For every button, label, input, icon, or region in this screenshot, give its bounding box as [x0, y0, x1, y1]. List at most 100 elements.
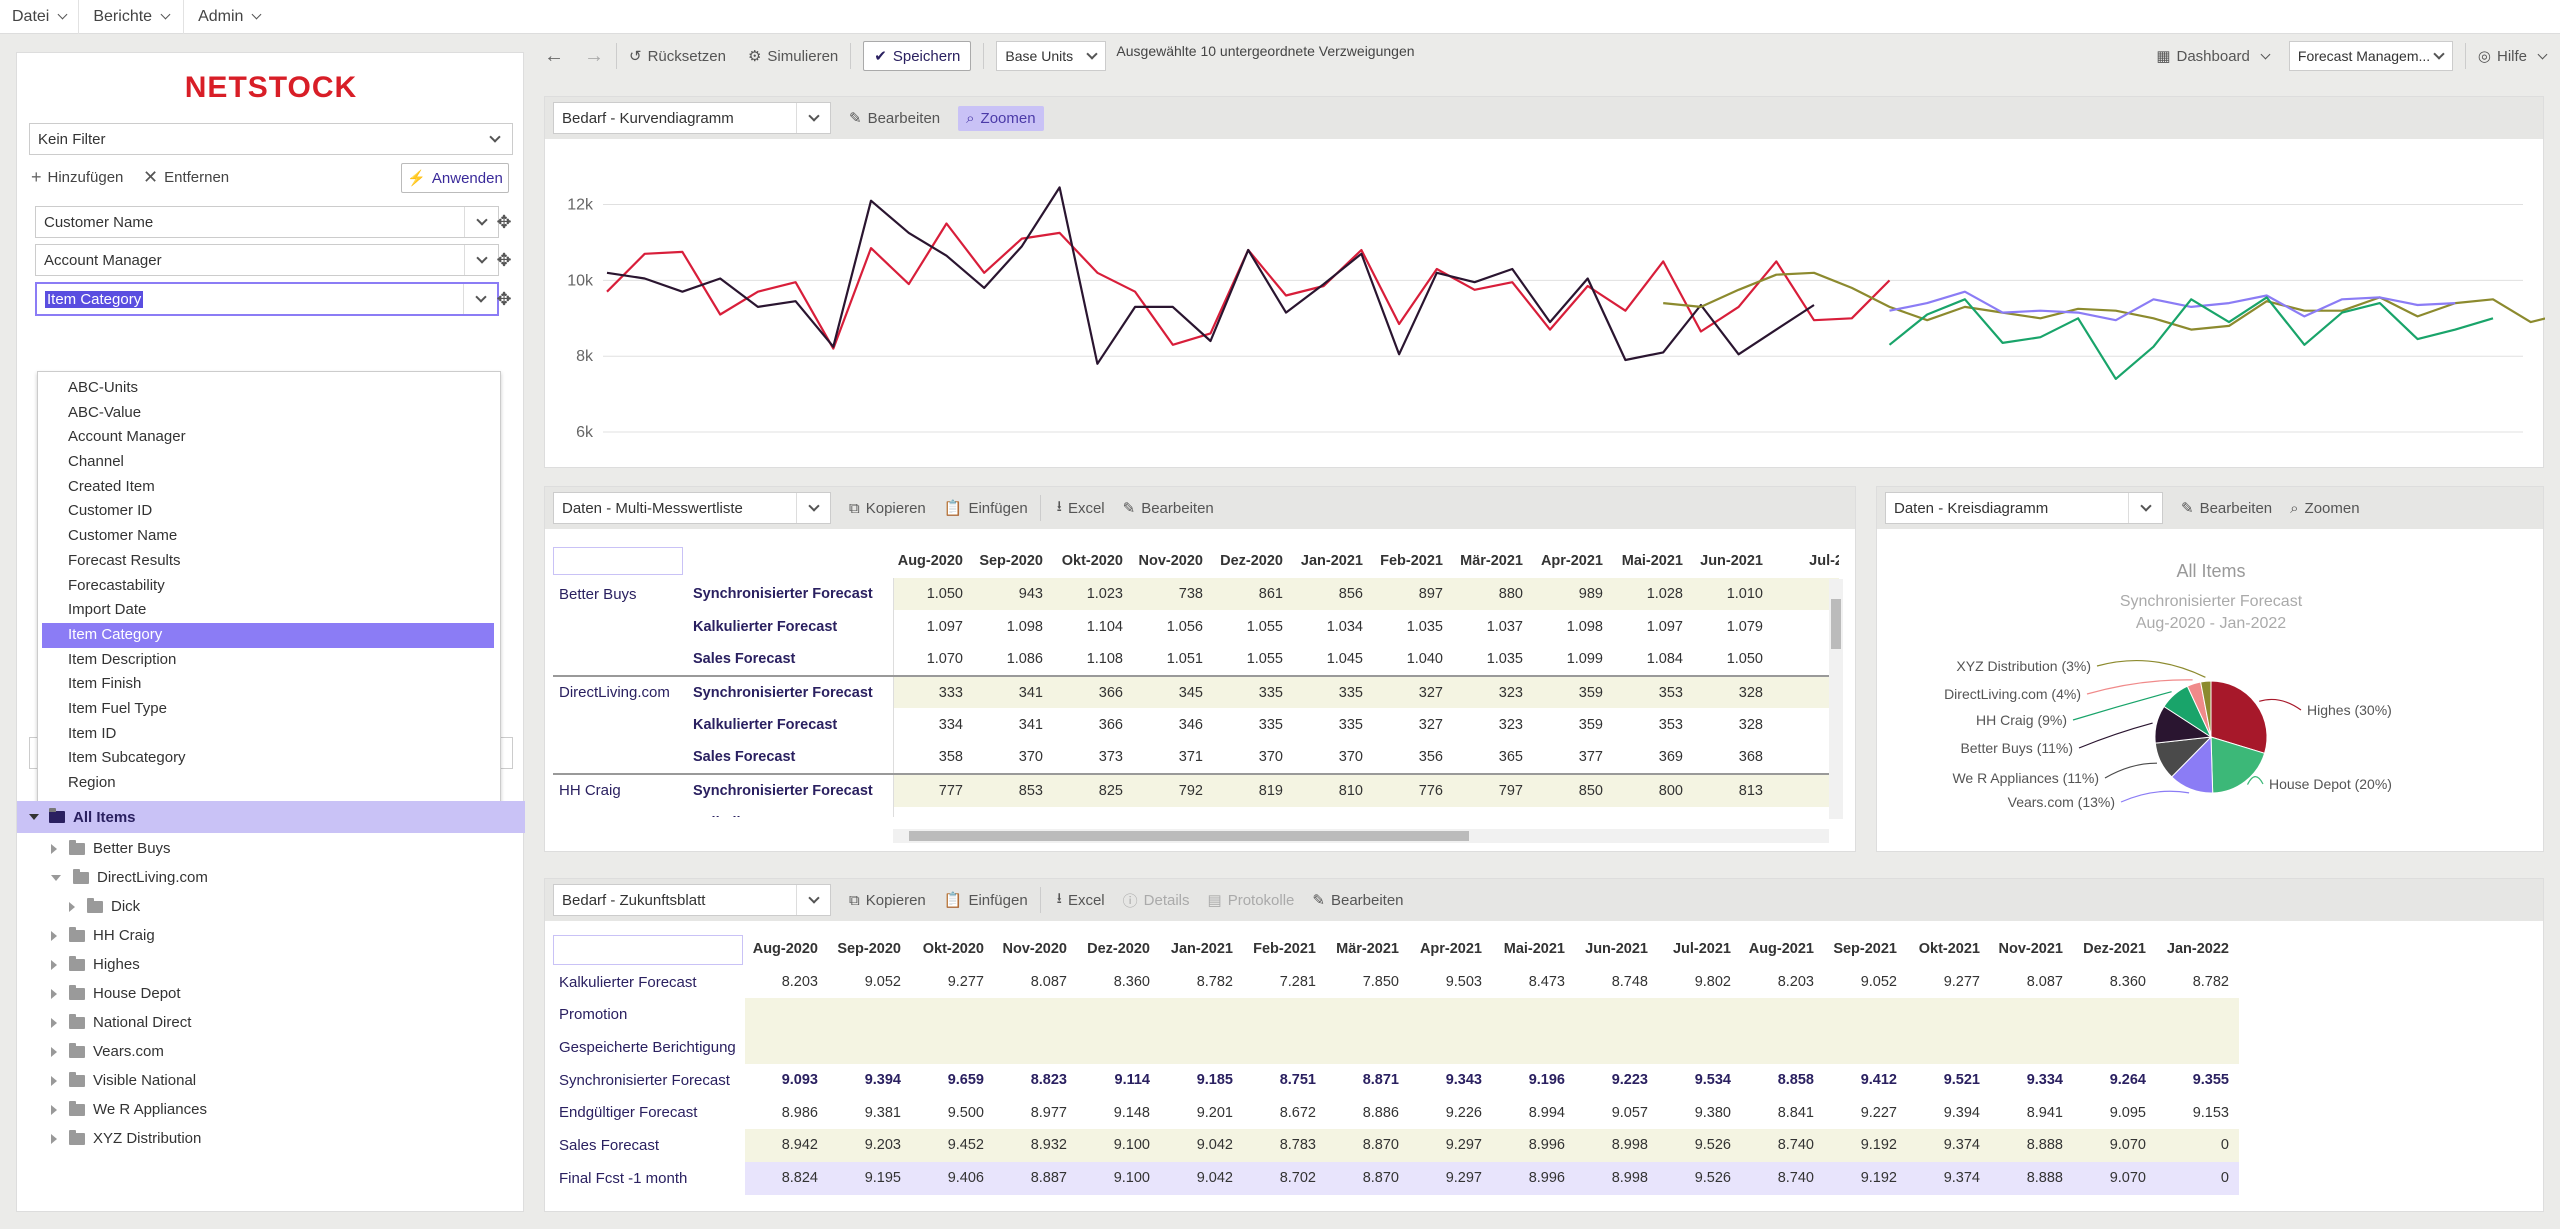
table-cell[interactable]: 8.977	[1030, 1104, 1067, 1121]
column-header[interactable]: Jun-2021	[1700, 553, 1763, 570]
table-cell[interactable]: 335	[1293, 675, 1373, 709]
column-header[interactable]: Apr-2021	[1419, 941, 1482, 958]
menu-admin[interactable]: Admin	[184, 0, 274, 34]
scrollbar-thumb[interactable]	[909, 831, 1469, 841]
table-cell[interactable]: 8.824	[745, 1161, 828, 1195]
table-cell[interactable]: 8.087	[1030, 974, 1067, 991]
menu-berichte[interactable]: Berichte	[79, 0, 185, 34]
pie-slice[interactable]	[2210, 680, 2268, 754]
pie-slice[interactable]	[2210, 736, 2266, 794]
option-item[interactable]: Region	[68, 774, 116, 791]
caret-right-icon[interactable]	[51, 1075, 57, 1086]
table-cell[interactable]: 7.850	[1362, 974, 1399, 991]
table-cell[interactable]: 9.802	[1694, 974, 1731, 991]
table-cell[interactable]: 9.148	[1113, 1104, 1150, 1121]
table-cell[interactable]: 8.871	[1362, 1072, 1399, 1089]
table-cell[interactable]: 328	[1693, 675, 1773, 709]
back-arrow-icon[interactable]: ←	[544, 44, 564, 67]
table-cell[interactable]: 9.277	[947, 974, 984, 991]
move-icon[interactable]: ✥	[496, 212, 512, 232]
table-cell[interactable]: 8.473	[1528, 974, 1565, 991]
pie-slice[interactable]	[2200, 680, 2212, 738]
table-cell[interactable]: 850	[1533, 773, 1613, 807]
table-cell[interactable]: 825	[1053, 773, 1133, 807]
tree-root[interactable]: All Items	[17, 801, 525, 833]
option-item[interactable]: Customer ID	[68, 502, 153, 520]
table-cell[interactable]: 9.334	[2026, 1072, 2063, 1089]
table-cell[interactable]	[1160, 998, 1243, 1032]
table-cell[interactable]: 8.748	[1611, 974, 1648, 991]
copy-button[interactable]: ⧉ Kopieren	[849, 500, 926, 517]
table-cell[interactable]: 9.374	[1907, 1161, 1990, 1195]
table-cell[interactable]	[2073, 1031, 2156, 1064]
group-label[interactable]: Better Buys	[559, 585, 637, 603]
table-cell[interactable]: 8.672	[1279, 1104, 1316, 1121]
tree-node[interactable]: XYZ Distribution	[51, 1124, 201, 1153]
tree-node[interactable]: Vears.com	[51, 1037, 164, 1066]
table-cell[interactable]: 8.203	[1777, 974, 1814, 991]
table-cell[interactable]: 8.740	[1741, 1161, 1824, 1195]
table-cell[interactable]	[1907, 1031, 1990, 1064]
field-select-customer-name[interactable]: Customer Name	[35, 206, 499, 238]
protocols-button[interactable]: ▤ Protokolle	[1208, 891, 1295, 910]
tree-node[interactable]: Highes	[51, 950, 140, 979]
option-item[interactable]: Forecastability	[68, 576, 165, 594]
table-cell[interactable]: 323	[1453, 675, 1533, 709]
table-cell[interactable]: 9.192	[1824, 1161, 1907, 1195]
caret-right-icon[interactable]	[51, 843, 57, 854]
caret-down-icon[interactable]	[29, 814, 39, 820]
table-cell[interactable]: 9.057	[1611, 1104, 1648, 1121]
table-cell[interactable]: 880	[1453, 577, 1533, 611]
table-cell[interactable]	[1243, 998, 1326, 1032]
table-cell[interactable]: 9.192	[1824, 1129, 1907, 1162]
caret-right-icon[interactable]	[51, 959, 57, 970]
dashboard-menu[interactable]: ▦ Dashboard	[2156, 47, 2271, 65]
table-cell[interactable]: 327	[1373, 675, 1453, 709]
reset-button[interactable]: ↺ Rücksetzen	[629, 47, 726, 66]
table-cell[interactable]: 8.932	[994, 1129, 1077, 1162]
table-cell[interactable]: 9.195	[828, 1161, 911, 1195]
table-cell[interactable]	[1326, 998, 1409, 1032]
option-item[interactable]: Item Finish	[68, 675, 142, 693]
table-cell[interactable]	[1243, 1031, 1326, 1064]
table-cell[interactable]: 797	[1453, 773, 1533, 807]
apply-button[interactable]: ⚡ Anwenden	[401, 163, 509, 193]
caret-right-icon[interactable]	[51, 988, 57, 999]
tree-node[interactable]: Visible National	[51, 1066, 196, 1095]
table-cell[interactable]: 9.203	[828, 1129, 911, 1162]
pie-view-select[interactable]: Daten - Kreisdiagramm	[1885, 492, 2163, 524]
column-header[interactable]: Apr-2021	[1540, 553, 1603, 570]
column-header[interactable]: Aug-2020	[752, 941, 818, 958]
option-item[interactable]: Forecast Results	[68, 551, 181, 569]
caret-right-icon[interactable]	[51, 930, 57, 941]
table-cell[interactable]: 9.277	[1943, 974, 1980, 991]
table-cell[interactable]	[994, 1031, 1077, 1064]
table-cell[interactable]: 1.028	[1613, 577, 1693, 611]
table-cell[interactable]: 792	[1133, 773, 1213, 807]
option-item[interactable]: Item Category	[42, 622, 494, 648]
zoom-button[interactable]: ⌕ Zoomen	[2290, 500, 2359, 517]
column-header[interactable]: Mär-2021	[1460, 553, 1523, 570]
table-cell[interactable]: 9.659	[947, 1072, 984, 1089]
option-item[interactable]: Item Subcategory	[68, 749, 186, 767]
table-cell[interactable]	[1990, 1031, 2073, 1064]
table-cell[interactable]: 1.023	[1053, 577, 1133, 611]
table-cell[interactable]	[1773, 675, 1839, 709]
group-label[interactable]: DirectLiving.com	[559, 684, 670, 702]
table-cell[interactable]: 9.052	[864, 974, 901, 991]
group-label[interactable]: HH Craig	[559, 782, 621, 800]
table-cell[interactable]: 897	[1373, 577, 1453, 611]
table-cell[interactable]	[1492, 1031, 1575, 1064]
tree-node[interactable]: We R Appliances	[51, 1095, 207, 1124]
remove-button[interactable]: ✕ Entfernen	[143, 167, 229, 188]
table-cell[interactable]: 8.998	[1575, 1161, 1658, 1195]
paste-button[interactable]: 📋 Einfügen	[944, 499, 1028, 518]
table-cell[interactable]: 9.153	[2192, 1104, 2229, 1121]
column-header[interactable]: Jul-2	[1809, 553, 1839, 570]
tree-node[interactable]: Dick	[69, 892, 140, 921]
table-cell[interactable]: 9.394	[864, 1072, 901, 1089]
table-cell[interactable]	[1773, 773, 1839, 807]
column-header[interactable]: Okt-2020	[1061, 553, 1123, 570]
option-item[interactable]: Item Fuel Type	[68, 699, 167, 717]
table-cell[interactable]	[1658, 1031, 1741, 1064]
